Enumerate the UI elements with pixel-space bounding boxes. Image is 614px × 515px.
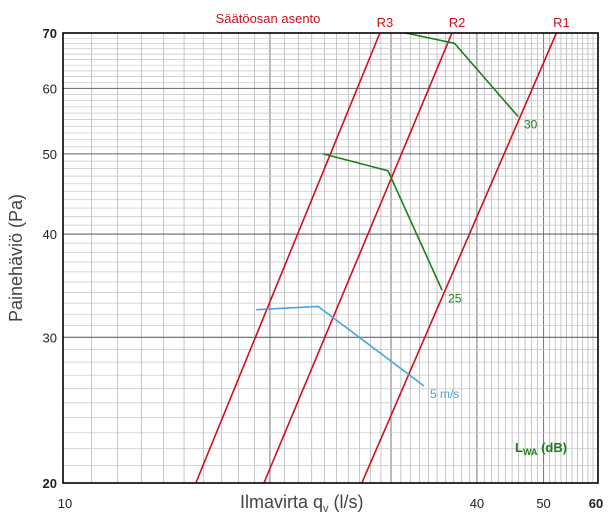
y-tick-label: 30	[43, 330, 57, 345]
x-tick-label: 40	[470, 496, 484, 511]
plot-frame	[62, 32, 599, 484]
curve-labels: R1 R2 R3 30 25 5 m/s	[377, 15, 570, 401]
y-tick-label: 40	[43, 227, 57, 242]
y-tick-label: 50	[43, 147, 57, 162]
sound-label-25: 25	[448, 291, 462, 305]
x-tick-label: 50	[536, 496, 550, 511]
position-line-r1	[361, 33, 558, 483]
y-tick-label: 20	[43, 476, 57, 491]
x-axis-label-subscript: v	[323, 503, 329, 515]
legend-lwa: LWA (dB)	[515, 440, 567, 457]
sound-curve-5-m-s	[256, 305, 425, 387]
x-axis-label: Ilmavirta qv (l/s)	[240, 492, 364, 515]
legend-lwa-subscript: WA	[523, 447, 538, 457]
legend-lwa-unit: (dB)	[537, 440, 567, 455]
sound-curve-25	[322, 153, 443, 291]
position-line-r3	[195, 33, 381, 483]
tick-labels: 10 40 50 60 20 30 40 50 60 70	[43, 26, 604, 511]
y-axis-label: Painehäviö (Pa)	[6, 194, 26, 322]
x-axis-label-main: Ilmavirta q	[240, 492, 323, 512]
y-tick-label: 60	[43, 81, 57, 96]
position-label-r3: R3	[377, 15, 394, 30]
grid	[63, 33, 598, 483]
position-label-r1: R1	[553, 15, 570, 30]
position-line-r2	[263, 33, 453, 483]
sound-curve-30	[405, 33, 519, 117]
x-tick-label: 10	[58, 496, 72, 511]
sound-label-30: 30	[524, 117, 538, 131]
x-axis-label-unit: (l/s)	[329, 492, 364, 512]
series-layer	[195, 33, 558, 483]
chart-title: Säätöosan asento	[216, 11, 321, 26]
legend-lwa-main: L	[515, 440, 523, 455]
y-tick-label: 70	[43, 26, 57, 41]
sound-label-5-m-s: 5 m/s	[430, 387, 459, 401]
position-label-r2: R2	[449, 15, 466, 30]
x-tick-label: 60	[589, 496, 603, 511]
